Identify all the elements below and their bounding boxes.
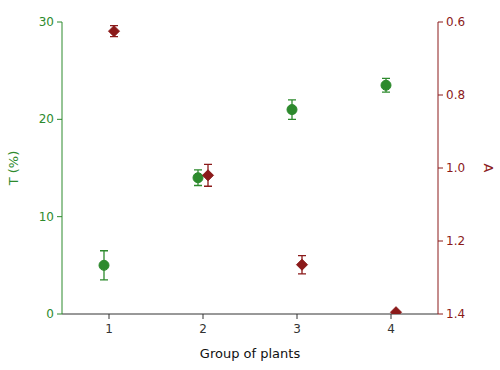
- point: [109, 26, 120, 37]
- error-bar: [100, 251, 108, 280]
- x-tick: [109, 314, 110, 319]
- x-tick: [203, 314, 204, 319]
- point: [297, 259, 308, 270]
- point: [99, 260, 109, 270]
- point: [391, 307, 402, 314]
- x-tick-label: 1: [105, 322, 113, 336]
- y2-tick-label: 0.6: [446, 15, 465, 29]
- x-axis-line: [62, 314, 438, 315]
- point: [287, 105, 297, 115]
- y2-tick: [438, 314, 443, 315]
- error-bar: [194, 170, 202, 186]
- chart: 1 2 3 4 Group of plants 0 10 20 30 T (%) 0.6 0.8 1.0…: [0, 0, 500, 370]
- y-axis-line: [62, 22, 63, 314]
- y2-axis-label: A: [481, 164, 496, 173]
- y-tick-label: 30: [39, 15, 54, 29]
- error-bar: [288, 100, 296, 119]
- background: [0, 0, 500, 370]
- y2-tick: [438, 241, 443, 242]
- x-tick-label: 2: [199, 322, 207, 336]
- point: [203, 170, 214, 181]
- x-tick-label: 4: [387, 322, 395, 336]
- x-axis-label: Group of plants: [200, 346, 301, 361]
- y-tick-label: 10: [39, 210, 54, 224]
- series-1: [109, 26, 402, 314]
- error-bar: [382, 78, 390, 92]
- x-tick-label: 3: [293, 322, 301, 336]
- x-tick: [391, 314, 392, 319]
- y-axis-label: T (%): [6, 151, 21, 187]
- series-0: [99, 78, 391, 279]
- y-tick-label: 0: [46, 307, 54, 321]
- y2-tick-label: 1.2: [446, 234, 465, 248]
- y2-tick-label: 0.8: [446, 88, 465, 102]
- y-tick: [57, 314, 62, 315]
- y2-tick-label: 1.4: [446, 307, 465, 321]
- y2-tick-label: 1.0: [446, 161, 465, 175]
- plot-area: [99, 26, 402, 314]
- point: [381, 80, 391, 90]
- y-tick: [57, 119, 62, 120]
- y-tick: [57, 216, 62, 217]
- point: [193, 173, 203, 183]
- y2-tick: [438, 168, 443, 169]
- y-tick-label: 20: [39, 112, 54, 126]
- y-tick: [57, 22, 62, 23]
- x-tick: [297, 314, 298, 319]
- y2-tick: [438, 95, 443, 96]
- y2-tick: [438, 22, 443, 23]
